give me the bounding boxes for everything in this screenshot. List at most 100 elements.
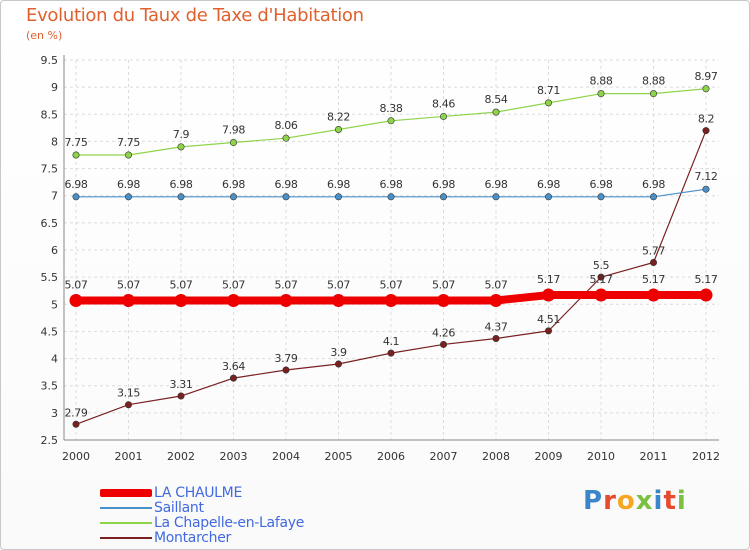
data-labels: 2.79 3.15 3.31 3.64 3.79 3.9 4.1 4.26 4.37 4.51 5.… — [65, 70, 719, 419]
x-tick-label: 2012 — [692, 450, 720, 463]
data-point — [597, 273, 605, 281]
legend-label: La Chapelle-en-Lafaye — [154, 515, 305, 531]
data-point — [334, 360, 342, 368]
data-point — [702, 127, 710, 135]
legend-label: Saillant — [154, 500, 204, 516]
y-tick-label: 7.5 — [41, 163, 59, 176]
data-point — [492, 108, 500, 116]
x-tick-label: 2009 — [535, 450, 563, 463]
logo-letter: t — [663, 486, 677, 516]
data-point — [282, 134, 290, 142]
x-tick-label: 2010 — [587, 450, 615, 463]
x-tick-label: 2006 — [377, 450, 405, 463]
data-point — [702, 185, 710, 193]
data-point — [230, 139, 238, 147]
axes: 2.5 3 3.5 4 4.5 5 5.5 6 6.5 7 7.5 8 8.5 9 9.5 2000 2001 2… — [41, 54, 721, 463]
x-tick-label: 2003 — [220, 450, 248, 463]
data-label: 3.9 — [330, 346, 347, 359]
data-label: 6.98 — [222, 178, 245, 191]
data-label: 5.17 — [537, 273, 560, 286]
data-point — [439, 112, 447, 120]
data-point — [174, 293, 188, 307]
data-label: 6.98 — [65, 178, 88, 191]
data-label: 6.98 — [327, 178, 350, 191]
data-label: 2.79 — [65, 406, 88, 419]
y-tick-label: 6.5 — [41, 217, 59, 230]
data-point — [649, 90, 657, 98]
data-label: 6.98 — [275, 178, 298, 191]
data-label: 5.5 — [593, 259, 610, 272]
x-tick-label: 2005 — [325, 450, 353, 463]
data-label: 7.75 — [117, 136, 140, 149]
data-label: 5.07 — [327, 278, 350, 291]
y-tick-label: 4.5 — [41, 325, 59, 338]
x-tick-label: 2000 — [62, 450, 90, 463]
data-label: 6.98 — [590, 178, 613, 191]
y-tick-label: 7 — [51, 190, 58, 203]
data-point — [439, 340, 447, 348]
x-tick-label: 2007 — [430, 450, 458, 463]
data-point — [279, 293, 293, 307]
data-label: 6.98 — [380, 178, 403, 191]
y-tick-label: 3 — [51, 407, 58, 420]
data-label: 5.17 — [590, 273, 613, 286]
data-label: 5.77 — [642, 244, 665, 257]
data-label: 6.98 — [485, 178, 508, 191]
data-point — [699, 288, 713, 302]
data-label: 5.07 — [275, 278, 298, 291]
data-point — [597, 193, 605, 201]
y-tick-label: 4 — [51, 353, 58, 366]
data-label: 6.98 — [537, 178, 560, 191]
data-point — [387, 193, 395, 201]
data-label: 4.26 — [432, 326, 455, 339]
legend-swatch — [100, 489, 152, 497]
data-label: 8.38 — [380, 102, 403, 115]
data-point — [177, 193, 185, 201]
logo-letter: r — [603, 486, 617, 516]
proxiti-logo: Proxiti — [583, 486, 687, 516]
data-label: 5.07 — [380, 278, 403, 291]
data-label: 8.88 — [590, 75, 613, 88]
data-point — [72, 193, 80, 201]
data-point — [542, 288, 555, 302]
data-point — [125, 193, 133, 201]
y-tick-label: 8.5 — [41, 108, 59, 121]
legend-item-la-chaulme: LA CHAULME — [100, 485, 242, 501]
y-tick-label: 9.5 — [41, 54, 59, 67]
data-label: 3.15 — [117, 387, 140, 400]
data-label: 8.46 — [432, 97, 455, 110]
data-point — [334, 125, 342, 133]
data-label: 5.17 — [695, 273, 718, 286]
data-point — [437, 293, 450, 307]
logo-letter: i — [653, 486, 664, 516]
data-label: 3.79 — [275, 352, 298, 365]
data-point — [544, 327, 552, 335]
data-point — [122, 293, 135, 307]
logo-letter: x — [635, 486, 654, 516]
y-tick-label: 9 — [51, 81, 58, 94]
data-label: 8.06 — [275, 119, 298, 132]
data-label: 6.98 — [432, 178, 455, 191]
unit-label: (en %) — [26, 29, 63, 42]
legend-label: LA CHAULME — [154, 485, 243, 501]
logo-letter: P — [583, 486, 604, 516]
data-label: 7.12 — [695, 170, 718, 183]
data-label: 5.07 — [170, 278, 193, 291]
data-point — [384, 293, 398, 307]
data-point — [649, 258, 657, 266]
data-point — [387, 117, 395, 125]
y-tick-label: 3.5 — [41, 380, 59, 393]
data-label: 8.2 — [698, 113, 714, 126]
data-point — [387, 349, 395, 357]
data-point — [282, 366, 290, 374]
grid — [64, 59, 719, 441]
data-point — [647, 288, 660, 302]
y-tick-label: 8 — [51, 135, 58, 148]
legend-label: Montarcher — [154, 530, 231, 546]
data-point — [177, 143, 185, 151]
x-tick-label: 2002 — [167, 450, 195, 463]
data-label: 5.07 — [485, 278, 508, 291]
data-point — [282, 193, 290, 201]
data-point — [649, 193, 657, 201]
